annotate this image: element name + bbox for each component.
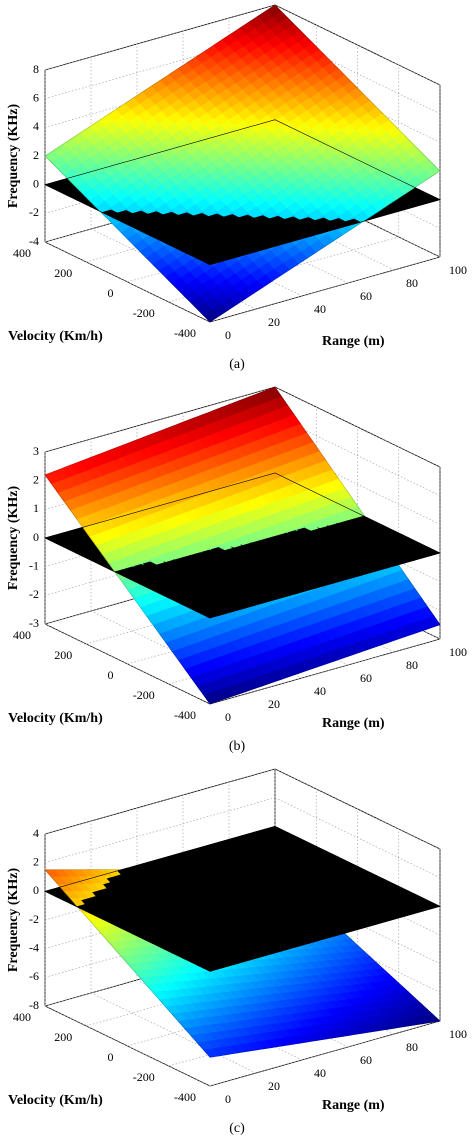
grid-line bbox=[44, 386, 276, 453]
y-tick-label: -200 bbox=[133, 306, 155, 320]
x-tick-label: 80 bbox=[406, 276, 418, 290]
z-tick-label: -2 bbox=[29, 205, 39, 219]
z-tick-label: -3 bbox=[29, 616, 39, 630]
z-tick-label: 0 bbox=[33, 883, 39, 897]
y-tick-label: -200 bbox=[133, 1070, 155, 1084]
z-tick-label: 1 bbox=[33, 501, 39, 515]
caption: (a) bbox=[229, 357, 245, 372]
plane bbox=[44, 119, 441, 266]
y-tick-label: 200 bbox=[54, 266, 72, 280]
x-tick-label: 20 bbox=[268, 1079, 280, 1093]
x-axis-label: Range (m) bbox=[322, 716, 385, 731]
y-tick-label: 400 bbox=[13, 628, 31, 642]
y-tick-label: 400 bbox=[13, 1010, 31, 1024]
x-tick-label: 20 bbox=[268, 697, 280, 711]
x-tick-label: 0 bbox=[225, 1092, 231, 1106]
x-tick-label: 0 bbox=[225, 710, 231, 724]
x-axis-label: Range (m) bbox=[322, 334, 385, 349]
z-tick-label: 4 bbox=[33, 119, 39, 133]
z-tick-label: -2 bbox=[29, 587, 39, 601]
caption: (c) bbox=[229, 1121, 245, 1136]
y-tick-label: 0 bbox=[108, 1050, 114, 1064]
y-tick-label: -400 bbox=[174, 326, 196, 340]
y-axis-label: Velocity (Km/h) bbox=[8, 711, 103, 726]
y-tick-label: 400 bbox=[13, 246, 31, 260]
x-tick-label: 100 bbox=[449, 1027, 467, 1041]
grid-line bbox=[44, 768, 276, 835]
grid-line bbox=[274, 444, 441, 525]
x-tick-label: 60 bbox=[360, 671, 372, 685]
z-tick-label: 0 bbox=[33, 176, 39, 190]
z-axis-label: Frequency (KHz) bbox=[6, 104, 21, 209]
z-tick-label: -4 bbox=[29, 234, 39, 248]
z-tick-label: 2 bbox=[33, 854, 39, 868]
x-tick-label: 100 bbox=[449, 645, 467, 659]
surface-patch bbox=[203, 309, 220, 323]
x-tick-label: 40 bbox=[314, 302, 326, 316]
x-tick-label: 100 bbox=[449, 263, 467, 277]
z-tick-label: -1 bbox=[29, 558, 39, 572]
y-tick-label: -400 bbox=[174, 708, 196, 722]
x-tick-label: 20 bbox=[268, 315, 280, 329]
y-tick-label: -200 bbox=[133, 688, 155, 702]
y-axis-label: Velocity (Km/h) bbox=[8, 1093, 103, 1108]
y-tick-label: 0 bbox=[108, 286, 114, 300]
z-tick-label: -4 bbox=[29, 940, 39, 954]
y-tick-label: 0 bbox=[108, 668, 114, 682]
y-tick-label: -400 bbox=[174, 1090, 196, 1104]
x-tick-label: 40 bbox=[314, 684, 326, 698]
z-axis-label: Frequency (KHz) bbox=[6, 486, 21, 591]
z-tick-label: 2 bbox=[33, 472, 39, 486]
x-tick-label: 60 bbox=[360, 1053, 372, 1067]
z-tick-label: 8 bbox=[33, 62, 39, 76]
grid-line bbox=[209, 256, 441, 323]
x-tick-label: 0 bbox=[225, 328, 231, 342]
grid-line bbox=[44, 33, 276, 99]
z-tick-label: 3 bbox=[33, 444, 39, 458]
x-tick-label: 40 bbox=[314, 1066, 326, 1080]
z-tick-label: -6 bbox=[29, 969, 39, 983]
x-axis-label: Range (m) bbox=[322, 1098, 385, 1113]
grid-line bbox=[209, 638, 441, 705]
z-tick-label: 6 bbox=[33, 90, 39, 104]
y-tick-label: 200 bbox=[54, 648, 72, 662]
surface-patch bbox=[44, 471, 61, 485]
x-tick-label: 80 bbox=[406, 658, 418, 672]
caption: (b) bbox=[229, 739, 246, 754]
y-axis-label: Velocity (Km/h) bbox=[8, 329, 103, 344]
z-tick-label: 2 bbox=[33, 148, 39, 162]
y-tick-label: 200 bbox=[54, 1030, 72, 1044]
grid-line bbox=[274, 33, 441, 114]
z-tick-label: 0 bbox=[33, 530, 39, 544]
x-tick-label: 60 bbox=[360, 289, 372, 303]
x-tick-label: 80 bbox=[406, 1040, 418, 1054]
z-tick-label: -2 bbox=[29, 912, 39, 926]
grid-line bbox=[274, 415, 441, 496]
z-axis-label: Frequency (KHz) bbox=[6, 868, 21, 973]
z-tick-label: 4 bbox=[33, 826, 39, 840]
grid-line bbox=[44, 4, 276, 71]
